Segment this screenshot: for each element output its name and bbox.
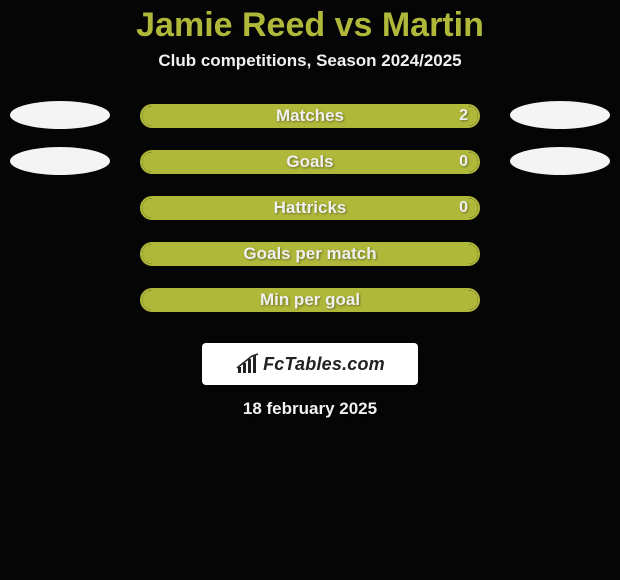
stat-bar: Matches 2 <box>140 104 480 128</box>
stat-value-right: 0 <box>459 152 468 172</box>
stat-row: Matches 2 <box>0 99 620 145</box>
page-title: Jamie Reed vs Martin <box>0 0 620 45</box>
stat-bar: Goals 0 <box>140 150 480 174</box>
right-value-ellipse <box>510 101 610 129</box>
stat-row: Hattricks 0 <box>0 191 620 237</box>
stat-bar: Hattricks 0 <box>140 196 480 220</box>
stat-label: Min per goal <box>142 290 478 310</box>
date-text: 18 february 2025 <box>0 399 620 419</box>
chart-icon <box>235 353 261 375</box>
left-value-ellipse <box>10 101 110 129</box>
stat-rows: Matches 2 Goals 0 Hattricks 0 <box>0 99 620 329</box>
stat-value-right: 0 <box>459 198 468 218</box>
stat-bar: Min per goal <box>140 288 480 312</box>
watermark: FcTables.com <box>202 343 418 385</box>
stat-label: Hattricks <box>142 198 478 218</box>
stat-value-right: 2 <box>459 106 468 126</box>
stat-label: Goals <box>142 152 478 172</box>
right-value-ellipse <box>510 147 610 175</box>
stat-row: Min per goal <box>0 283 620 329</box>
subtitle: Club competitions, Season 2024/2025 <box>0 51 620 71</box>
stat-bar: Goals per match <box>140 242 480 266</box>
stat-label: Goals per match <box>142 244 478 264</box>
stat-label: Matches <box>142 106 478 126</box>
left-value-ellipse <box>10 147 110 175</box>
stat-row: Goals per match <box>0 237 620 283</box>
watermark-text: FcTables.com <box>263 354 385 375</box>
container: Jamie Reed vs Martin Club competitions, … <box>0 0 620 580</box>
stat-row: Goals 0 <box>0 145 620 191</box>
